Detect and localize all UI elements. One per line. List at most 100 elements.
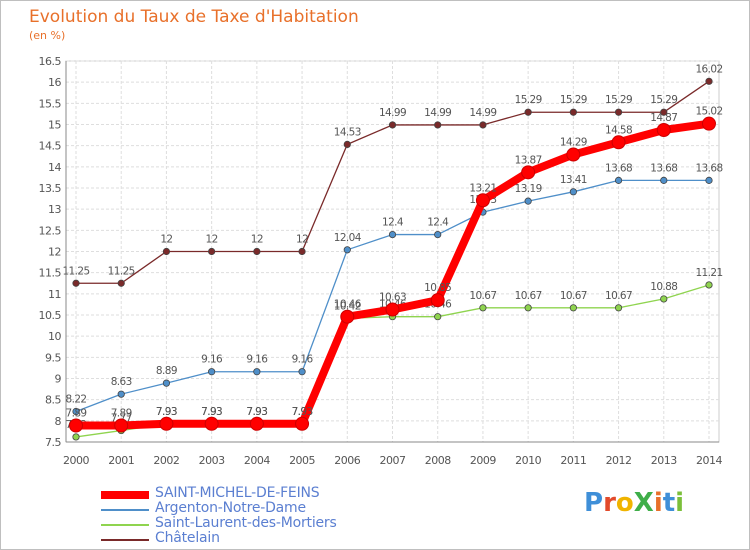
data-point [72, 407, 80, 416]
chart-subtitle: (en %) [29, 29, 66, 42]
legend-swatch [101, 491, 149, 499]
data-point [660, 176, 668, 184]
data-label: 13.21 [469, 182, 496, 194]
data-label: 7.89 [111, 407, 132, 419]
data-point [208, 368, 216, 376]
data-label: 16.02 [695, 63, 722, 75]
data-label: 12.04 [334, 232, 362, 244]
y-tick-label: 10.5 [39, 309, 62, 322]
x-tick-label: 2014 [696, 454, 722, 467]
data-label: 13.68 [650, 162, 677, 174]
legend-swatch [101, 524, 149, 526]
data-point [249, 416, 264, 431]
data-label: 13.87 [515, 154, 542, 166]
data-point [614, 176, 623, 184]
data-point [162, 247, 171, 256]
y-tick-label: 11 [48, 288, 61, 301]
data-label: 10.63 [379, 291, 406, 303]
data-point [434, 230, 442, 239]
data-label: 7.93 [201, 406, 222, 418]
data-label: 10.67 [469, 290, 496, 302]
data-label: 14.87 [650, 112, 677, 124]
y-tick-label: 15 [48, 119, 61, 132]
data-point [208, 247, 216, 256]
data-point [660, 295, 668, 303]
y-tick-label: 14 [48, 161, 61, 174]
data-point [524, 304, 532, 312]
legend-item: Châtelain [101, 530, 431, 547]
y-tick-label: 12.5 [39, 224, 62, 237]
logo-letter: o [615, 488, 634, 518]
x-tick-label: 2006 [334, 454, 360, 467]
data-point [388, 121, 397, 129]
data-point [159, 416, 174, 431]
data-label: 12 [296, 234, 308, 246]
legend-label: Saint-Laurent-des-Mortiers [155, 515, 337, 531]
y-tick-label: 13.5 [39, 182, 62, 195]
data-point [656, 123, 671, 138]
proxiti-logo: ProXiti [584, 488, 684, 518]
x-tick-label: 2012 [606, 454, 632, 467]
data-label: 14.99 [469, 107, 496, 119]
data-point [479, 304, 487, 312]
data-point [69, 418, 83, 433]
data-point [702, 116, 716, 131]
data-label: 13.19 [515, 183, 542, 195]
data-label: 15.29 [560, 94, 587, 106]
data-label: 15.02 [695, 106, 722, 118]
logo-letter: r [603, 488, 616, 518]
data-label: 8.89 [156, 365, 177, 377]
chart-title: Evolution du Taux de Taxe d'Habitation [29, 7, 359, 27]
data-point [475, 193, 490, 208]
x-tick-label: 2010 [515, 454, 541, 467]
data-point [388, 230, 397, 239]
series-saint-michel-de-feins: 7.89 7.89 7.93 7.93 7.93 7.93 10.46 10.63 10.85 1… [66, 106, 723, 433]
data-label: 7.93 [201, 406, 222, 418]
data-point [611, 135, 626, 150]
y-tick-label: 9 [55, 373, 62, 386]
legend-item: Argenton-Notre-Dame [101, 500, 431, 517]
legend-item: Saint-Laurent-des-Mortiers [101, 515, 431, 532]
data-label: 12 [251, 234, 263, 246]
data-label: 15.29 [650, 94, 677, 106]
data-point [569, 188, 577, 196]
data-point [705, 77, 713, 85]
data-point [253, 368, 261, 376]
y-tick-label: 8.5 [45, 394, 61, 407]
y-tick-label: 8 [55, 415, 62, 428]
data-point [569, 304, 577, 312]
data-label: 7.93 [292, 406, 313, 418]
data-point [204, 416, 219, 431]
data-label: 10.67 [605, 290, 632, 302]
x-tick-label: 2002 [153, 454, 179, 467]
data-point [72, 279, 80, 287]
data-point [524, 197, 532, 205]
data-point [114, 418, 129, 433]
data-point [521, 165, 536, 180]
data-label: 11.25 [62, 265, 89, 277]
data-label: 13.68 [605, 162, 632, 174]
data-label: 7.93 [156, 406, 177, 418]
x-tick-label: 2007 [380, 454, 406, 467]
y-tick-label: 12 [48, 246, 61, 259]
data-label: 14.99 [424, 107, 451, 119]
data-point [566, 147, 581, 162]
data-point [434, 121, 442, 129]
data-point [343, 140, 351, 148]
legend-swatch [101, 539, 149, 541]
data-label: 14.99 [379, 107, 406, 119]
data-point [117, 279, 125, 287]
x-tick-label: 2009 [470, 454, 496, 467]
data-label: 12.4 [382, 217, 404, 229]
data-label: 15.29 [605, 94, 632, 106]
logo-letter: t [662, 488, 676, 518]
data-label: 13.68 [695, 162, 722, 174]
y-tick-label: 10 [48, 330, 61, 343]
data-label: 15.29 [515, 94, 542, 106]
logo-letter: i [653, 488, 663, 518]
x-tick-label: 2013 [651, 454, 677, 467]
data-label: 12 [206, 234, 218, 246]
data-label: 10.42 [334, 300, 361, 312]
x-tick-label: 2008 [425, 454, 451, 467]
